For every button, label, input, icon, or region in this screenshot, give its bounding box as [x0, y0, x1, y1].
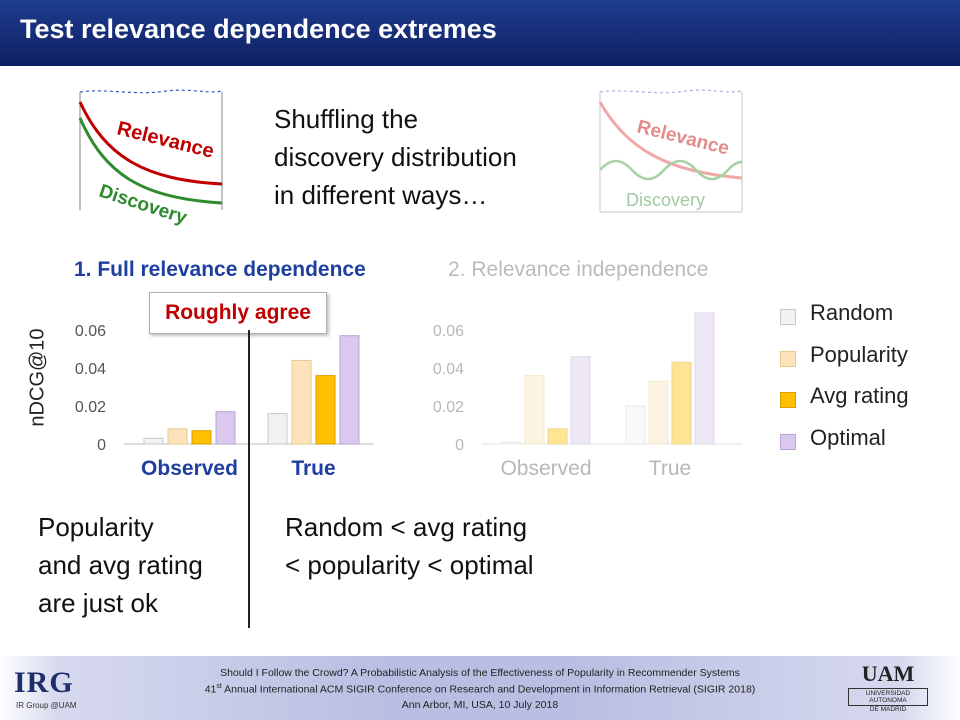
bar-popularity-observed: [167, 428, 188, 445]
bar-avg-rating-observed: [547, 428, 568, 445]
slide-title: Test relevance dependence extremes: [20, 14, 497, 44]
conclusion-left: Popularity and avg rating are just ok: [38, 508, 203, 622]
footer: IRG IR Group @UAM Should I Follow the Cr…: [0, 656, 960, 720]
legend-label: Avg rating: [810, 383, 909, 408]
y-tick-label: 0.06: [433, 323, 464, 340]
bar-optimal-true: [339, 335, 360, 445]
uam-logo: UAM UNIVERSIDAD AUTONOMA DE MADRID: [848, 662, 928, 714]
conference-name: Annual International ACM SIGIR Conferenc…: [221, 683, 756, 696]
category-label: Observed: [500, 457, 591, 480]
conclusion-right: Random < avg rating < popularity < optim…: [285, 508, 534, 584]
bar-random-true: [625, 405, 646, 445]
bar-popularity-observed: [524, 375, 545, 445]
y-tick-label: 0.04: [433, 361, 464, 378]
bar-optimal-observed: [570, 356, 591, 445]
category-label: True: [291, 457, 335, 480]
conclusion-line: are just ok: [38, 588, 158, 618]
bar-random-observed: [501, 441, 522, 445]
legend-label: Optimal: [810, 424, 886, 450]
footer-conference: 41st Annual International ACM SIGIR Conf…: [0, 683, 960, 696]
bar-avg-rating-true: [671, 361, 692, 445]
dependence-thumbnail: Relevance Discovery: [78, 89, 223, 229]
chart1-title: 1. Full relevance dependence: [74, 258, 366, 281]
y-tick-label: 0: [97, 437, 106, 454]
uam-logo-name: UNIVERSIDAD AUTONOMA: [848, 688, 928, 706]
discovery-wave: [599, 159, 743, 181]
bar-random-true: [267, 413, 288, 445]
intro-text: Shuffling the discovery distribution in …: [274, 100, 517, 214]
conference-number: 41: [204, 683, 217, 696]
legend-label: Random: [810, 300, 894, 325]
title-bar: Test relevance dependence extremes: [0, 0, 960, 66]
footer-location: Ann Arbor, MI, USA, 10 July 2018: [401, 699, 559, 711]
intro-line: in different ways…: [274, 180, 488, 210]
independence-thumbnail: Relevance Discovery: [598, 89, 743, 213]
legend-swatch-random: [780, 309, 796, 325]
discovery-curve: [78, 117, 223, 205]
thumb-discovery-label: Discovery: [626, 190, 705, 210]
intro-line: Shuffling the: [274, 104, 419, 134]
bar-popularity-true: [291, 359, 312, 445]
category-label: Observed: [141, 457, 238, 480]
footer-paper-title: Should I Follow the Crowd? A Probabilist…: [220, 667, 740, 679]
legend-swatch-avg-rating: [780, 392, 796, 408]
bar-avg-rating-true: [315, 375, 336, 445]
y-tick-label: 0.06: [75, 323, 106, 340]
chart2-title: 2. Relevance independence: [448, 258, 709, 281]
intro-line: discovery distribution: [274, 142, 517, 172]
bar-optimal-observed: [215, 411, 236, 445]
y-tick-label: 0: [455, 437, 464, 454]
y-tick-label: 0.02: [433, 399, 464, 416]
y-tick-label: 0.04: [75, 361, 106, 378]
y-tick-label: 0.02: [75, 399, 106, 416]
bar-avg-rating-observed: [191, 430, 212, 445]
irg-logo: IRG: [14, 666, 74, 699]
relevance-curve: [598, 101, 743, 180]
uam-logo-city: DE MADRID: [869, 706, 907, 713]
legend-swatch-popularity: [780, 350, 796, 367]
category-label: True: [649, 457, 691, 480]
legend-label: Popularity: [810, 341, 908, 367]
legend-swatch-optimal: [780, 433, 796, 450]
thumb-top-dashed-line: [599, 89, 743, 94]
bar-optimal-true: [694, 312, 715, 445]
vertical-divider: [248, 330, 250, 628]
roughly-agree-annotation: Roughly agree: [149, 292, 327, 334]
conclusion-line: < popularity < optimal: [285, 550, 534, 580]
conclusion-line: Popularity: [38, 512, 154, 542]
bar-popularity-true: [648, 380, 669, 445]
conclusion-line: Random < avg rating: [285, 512, 528, 542]
irg-logo-subtitle: IR Group @UAM: [16, 701, 77, 710]
thumb-top-dashed-line: [79, 89, 223, 94]
bar-random-observed: [143, 437, 164, 445]
annotation-text: Roughly agree: [165, 301, 311, 324]
relevance-curve: [78, 101, 223, 186]
conference-suffix: st: [216, 683, 222, 690]
conclusion-line: and avg rating: [38, 550, 203, 580]
uam-logo-mark: UAM: [861, 661, 915, 686]
